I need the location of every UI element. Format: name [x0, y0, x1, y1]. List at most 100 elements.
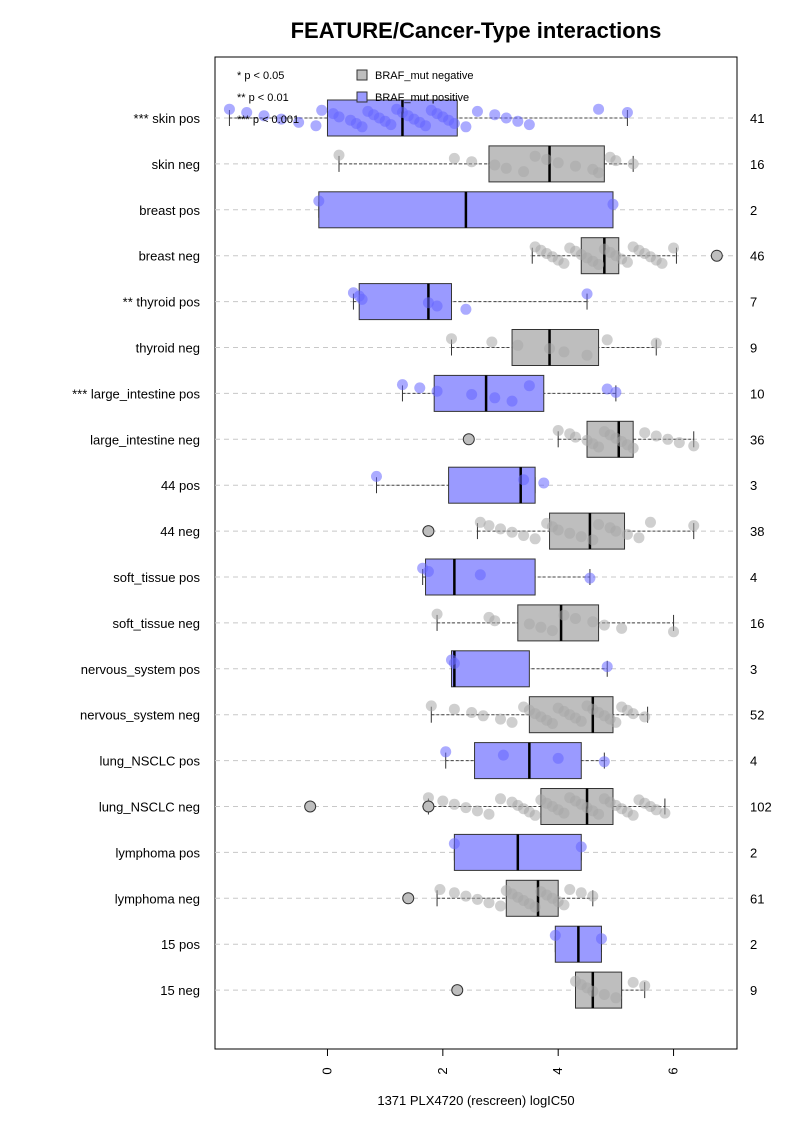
data-point — [627, 708, 639, 720]
data-point — [598, 756, 610, 768]
data-point — [437, 795, 449, 807]
data-point — [420, 120, 432, 132]
data-point — [440, 746, 452, 758]
data-point — [688, 440, 700, 452]
group-label: soft_tissue neg — [113, 616, 200, 631]
data-point — [587, 985, 599, 997]
data-point — [422, 297, 434, 309]
plot-frame — [214, 56, 738, 1050]
data-point — [584, 572, 596, 584]
group-label: nervous_system pos — [81, 662, 201, 677]
data-point — [425, 700, 437, 712]
group-counts: 41 16 2 46 7 9 10 36 3 38 4 16 3 52 4 102 2 61 2 9 — [750, 111, 772, 998]
outlier-point — [451, 984, 464, 997]
group-labels: *** skin pos skin neg breast pos breast neg… — [72, 111, 200, 998]
group-count: 52 — [750, 708, 764, 723]
group-label: ** thyroid pos — [123, 295, 201, 310]
data-point — [650, 430, 662, 442]
data-point — [477, 710, 489, 722]
data-point — [529, 901, 541, 913]
data-point — [558, 899, 570, 911]
data-point — [601, 334, 613, 346]
data-point — [549, 929, 561, 941]
data-point — [656, 257, 668, 269]
box — [433, 374, 545, 412]
data-point — [546, 718, 558, 729]
data-point — [610, 716, 622, 728]
data-point — [659, 807, 671, 819]
data-point — [448, 887, 460, 899]
data-point — [466, 389, 478, 400]
data-point — [466, 156, 478, 168]
data-point — [258, 110, 270, 122]
data-point — [529, 533, 541, 545]
data-point — [598, 619, 610, 631]
data-point — [552, 524, 564, 536]
legend-swatch — [356, 69, 368, 81]
data-point — [506, 526, 518, 538]
group-count: 9 — [750, 983, 757, 998]
data-point — [448, 118, 460, 129]
legend-entry-label: BRAF_mut negative — [375, 70, 473, 82]
box — [474, 742, 582, 780]
group-count: 3 — [750, 662, 757, 677]
data-point — [593, 167, 605, 179]
data-point — [575, 531, 587, 543]
data-point — [500, 162, 512, 174]
data-point — [575, 841, 587, 853]
group-count: 36 — [750, 432, 764, 447]
data-point — [650, 337, 662, 349]
data-point — [587, 534, 599, 546]
data-point — [333, 111, 345, 123]
data-point — [529, 150, 541, 162]
data-point — [529, 809, 541, 821]
data-point — [471, 105, 483, 117]
data-point — [422, 566, 434, 577]
group-label: 15 pos — [161, 937, 201, 952]
data-point — [587, 616, 599, 628]
legend-significance: * p < 0.05 — [237, 70, 284, 82]
group-label: 44 pos — [161, 478, 201, 493]
data-point — [483, 897, 495, 909]
data-point — [512, 115, 524, 127]
data-point — [581, 288, 593, 300]
data-point — [607, 198, 619, 210]
data-point — [275, 113, 287, 125]
data-point — [489, 159, 501, 171]
group-label: lung_NSCLC pos — [100, 754, 201, 769]
data-point — [552, 425, 564, 436]
group-label: breast pos — [139, 203, 200, 218]
legend-significance: *** p < 0.001 — [237, 114, 299, 126]
data-point — [518, 166, 530, 178]
data-point — [616, 622, 628, 634]
x-tick-label: 2 — [435, 1067, 450, 1074]
data-point — [558, 346, 570, 358]
data-point — [310, 120, 322, 132]
data-point — [662, 433, 674, 445]
group-count: 46 — [750, 249, 764, 264]
data-point — [506, 395, 518, 407]
data-point — [414, 382, 426, 394]
data-point — [460, 802, 472, 814]
group-count: 38 — [750, 524, 764, 539]
data-point — [483, 808, 495, 820]
data-point — [627, 976, 639, 988]
data-point — [489, 615, 501, 627]
group-count: 2 — [750, 937, 757, 952]
outlier-point — [710, 249, 723, 262]
data-point — [471, 805, 483, 817]
data-point — [431, 300, 443, 312]
data-point — [518, 530, 530, 541]
group-label: lymphoma neg — [115, 891, 200, 906]
data-point — [486, 336, 498, 348]
group-count: 16 — [750, 616, 764, 631]
data-point — [460, 121, 472, 133]
group-count: 7 — [750, 295, 757, 310]
data-point — [569, 431, 581, 443]
group-count: 3 — [750, 478, 757, 493]
group-count: 61 — [750, 891, 764, 906]
data-point — [544, 343, 556, 355]
data-point — [673, 437, 685, 449]
legend-swatch — [356, 91, 368, 103]
group-label: nervous_system neg — [80, 708, 200, 723]
